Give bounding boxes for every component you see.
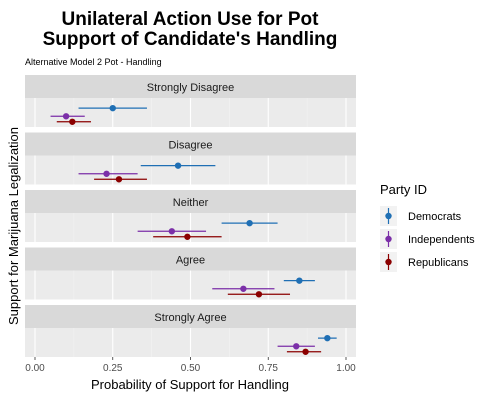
chart-subtitle: Alternative Model 2 Pot - Handling xyxy=(25,57,162,67)
x-tick-label: 1.00 xyxy=(336,363,356,374)
point-democrats xyxy=(324,334,331,342)
facet-strip-label: Neither xyxy=(173,197,209,209)
legend-label-republicans: Republicans xyxy=(408,257,469,269)
facet-strip xyxy=(25,190,356,213)
x-tick-label: 0.00 xyxy=(25,363,45,374)
facet-strip-label: Disagree xyxy=(168,140,212,152)
x-tick-label: 0.75 xyxy=(259,363,279,374)
legend: Party ID Democrats Independents Republican… xyxy=(380,182,475,272)
facet-strip-label: Agree xyxy=(176,255,205,267)
x-tick-label: 0.25 xyxy=(103,363,123,374)
y-axis-title: Support for Marijuana Legalization xyxy=(6,127,21,325)
x-axis-title: Probability of Support for Handling xyxy=(91,377,289,392)
point-republicans xyxy=(115,176,123,183)
point-independents xyxy=(103,170,110,177)
point-democrats xyxy=(296,277,303,284)
facet-strip xyxy=(25,305,356,328)
point-independents xyxy=(62,113,70,120)
chart-title-line-1: Unilateral Action Use for Pot xyxy=(62,9,320,30)
point-republicans xyxy=(69,118,76,125)
facet-strip xyxy=(25,75,356,98)
chart-title-line-2: Support of Candidate's Handling xyxy=(43,29,338,50)
facet-strip xyxy=(25,247,356,271)
facet-strongly-disagree: Strongly Disagree xyxy=(25,75,356,127)
point-democrats xyxy=(109,104,116,112)
point-democrats xyxy=(174,162,182,169)
facet-strip xyxy=(25,132,356,156)
point-independents xyxy=(293,343,300,350)
legend-key-point-democrats xyxy=(385,212,392,220)
point-independents xyxy=(168,228,176,235)
legend-title: Party ID xyxy=(380,182,427,197)
facet-strongly-agree: Strongly Agree xyxy=(25,305,356,357)
facet-strip-label: Strongly Agree xyxy=(154,312,226,324)
point-independents xyxy=(240,285,247,292)
facet-neither: Neither xyxy=(25,190,356,242)
facet-panels: Strongly Disagree Disagree Neither Agree Str… xyxy=(25,75,356,357)
legend-key-point-republicans xyxy=(385,258,392,266)
x-tick-label: 0.50 xyxy=(181,363,201,374)
point-republicans xyxy=(255,291,263,298)
point-republicans xyxy=(184,233,191,240)
facet-agree: Agree xyxy=(25,247,356,300)
legend-label-independents: Independents xyxy=(408,234,475,246)
legend-label-democrats: Democrats xyxy=(408,211,462,223)
facet-strip-label: Strongly Disagree xyxy=(147,82,234,94)
point-republicans xyxy=(302,348,309,355)
facet-disagree: Disagree xyxy=(25,132,356,185)
point-democrats xyxy=(246,219,253,227)
x-axis: 0.00 0.25 0.50 0.75 1.00 xyxy=(25,357,356,374)
legend-key-point-independents xyxy=(385,235,392,243)
